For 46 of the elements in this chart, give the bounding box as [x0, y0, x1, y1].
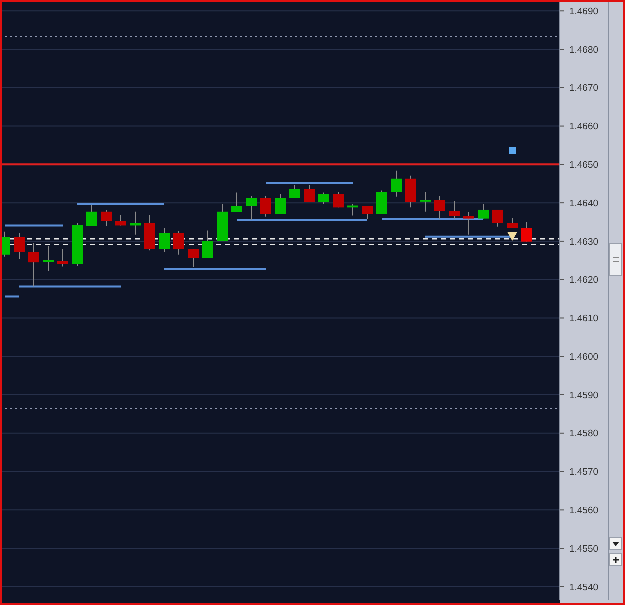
candlestick [275, 194, 286, 215]
candlestick [174, 230, 184, 256]
candlestick [260, 196, 272, 218]
candlestick [492, 209, 504, 228]
candlestick [333, 192, 344, 208]
candlestick [522, 222, 532, 242]
y-tick-label: 1.4670 [569, 83, 599, 94]
candlestick [290, 184, 300, 199]
y-tick-label: 1.4560 [569, 506, 599, 516]
y-tick-label: 1.4610 [569, 314, 599, 325]
candlestick [478, 204, 489, 220]
y-tick-label: 1.4680 [569, 44, 599, 56]
candlestick [304, 184, 315, 203]
y-tick-label: 1.4600 [569, 352, 599, 363]
y-tick-label: 1.4630 [569, 236, 599, 248]
candlestick [28, 242, 40, 288]
candlestick [318, 192, 330, 205]
candlestick [464, 212, 474, 236]
candlestick [362, 206, 373, 220]
candlestick [434, 196, 446, 220]
candlestick [507, 218, 518, 229]
y-tick-label: 1.4650 [569, 160, 599, 172]
y-tick-label: 1.4690 [569, 6, 599, 18]
candlestick [159, 228, 170, 253]
candlestick [391, 170, 402, 198]
y-tick-label: 1.4660 [569, 122, 599, 133]
candlestick [232, 192, 242, 213]
candlestick [14, 232, 25, 260]
candlestick [86, 204, 98, 227]
y-tick-label: 1.4550 [569, 544, 599, 555]
candlestick [188, 249, 199, 268]
y-tick-label: 1.4590 [569, 390, 599, 402]
candlestick [246, 196, 257, 220]
y-tick-label: 1.4620 [569, 275, 599, 286]
candlestick [202, 230, 214, 259]
y-tick-label: 1.4570 [569, 467, 599, 478]
candlestick [58, 249, 68, 268]
candlestick [376, 190, 388, 215]
candlestick [101, 209, 112, 227]
candlestick [406, 175, 416, 208]
candlestick [420, 192, 431, 212]
candlestick [130, 211, 141, 236]
y-tick-label: 1.4580 [569, 428, 599, 440]
candlestick [449, 200, 460, 220]
y-tick-label: 1.4540 [569, 582, 599, 594]
y-tick-label: 1.4640 [569, 198, 599, 210]
